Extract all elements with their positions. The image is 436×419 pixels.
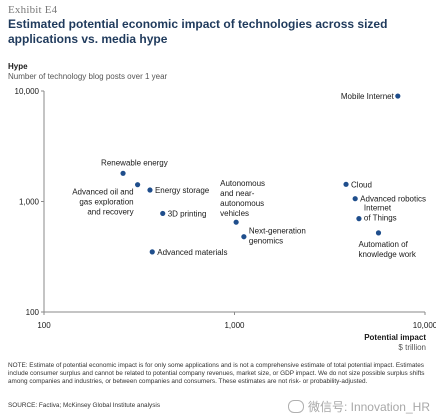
chart-axes xyxy=(41,90,426,315)
x-tick-label: 100 xyxy=(37,321,51,330)
point-next-generation-genomics xyxy=(241,234,247,240)
label-energy-storage: Energy storage xyxy=(155,186,210,195)
point-autonomous-and-near-autonomous-vehicles xyxy=(233,219,239,225)
point-advanced-robotics xyxy=(352,196,358,202)
label-internet-of-things: Internet of Things xyxy=(364,204,397,223)
watermark: 微信号: Innovation_HR xyxy=(287,398,430,415)
y-tick-label: 10,000 xyxy=(15,87,40,96)
label-mobile-internet: Mobile Internet xyxy=(341,92,395,101)
x-axis-title: Potential impact xyxy=(364,333,426,342)
data-points xyxy=(120,93,401,255)
y-axis-subtitle: Number of technology blog posts over 1 y… xyxy=(8,72,168,81)
point-cloud xyxy=(343,181,349,187)
label-autonomous-and-near-autonomous-vehicles: Autonomous and near-autonomous vehicles xyxy=(220,179,265,218)
y-tick-label: 1,000 xyxy=(19,198,40,207)
point-internet-of-things xyxy=(356,216,362,222)
point-automation-of-knowledge-work xyxy=(375,230,382,236)
chart-note: NOTE: Estimate of potential economic imp… xyxy=(8,362,425,385)
label-advanced-robotics: Advanced robotics xyxy=(360,195,426,204)
tick-labels: 10,000 1,000 100 100 1,000 10,000 xyxy=(15,87,436,330)
x-tick-label: 10,000 xyxy=(413,321,436,330)
label-automation-of-knowledge-work: Automation of knowledge work xyxy=(358,240,416,259)
scatter-chart: 10,000 1,000 100 100 1,000 10,000 Mobile Inte… xyxy=(15,87,436,330)
label-advanced-materials: Advanced materials xyxy=(157,248,227,257)
chart-title: Estimated potential economic impact of t… xyxy=(8,17,388,46)
point-advanced-oil-and-gas-exploration-and-recovery xyxy=(135,182,141,188)
point-renewable-energy xyxy=(120,170,126,176)
point-3d-printing xyxy=(160,210,166,217)
watermark-text: 微信号: Innovation_HR xyxy=(307,400,430,414)
label-renewable-energy: Renewable energy xyxy=(101,158,168,167)
point-advanced-materials xyxy=(149,249,155,255)
y-axis-title: Hype xyxy=(8,62,28,71)
label-advanced-oil-and-gas-exploration-and-recovery: Advanced oil and gas exploration and recov… xyxy=(72,188,133,217)
chart-source: SOURCE: Factiva; McKinsey Global Institu… xyxy=(8,402,161,409)
point-labels: Mobile Internet Renewable energy Advanced … xyxy=(72,92,426,259)
x-tick-label: 1,000 xyxy=(224,321,245,330)
x-axis-subtitle: $ trillion xyxy=(398,343,426,352)
exhibit-label: Exhibit E4 xyxy=(8,4,58,16)
y-tick-label: 100 xyxy=(26,308,40,317)
point-energy-storage xyxy=(147,187,153,193)
point-mobile-internet xyxy=(395,93,401,99)
wechat-logo-icon xyxy=(287,400,304,413)
label-3d-printing: 3D printing xyxy=(168,209,207,218)
label-cloud: Cloud xyxy=(351,180,372,189)
label-next-generation-genomics: Next-generation genomics xyxy=(249,227,306,246)
